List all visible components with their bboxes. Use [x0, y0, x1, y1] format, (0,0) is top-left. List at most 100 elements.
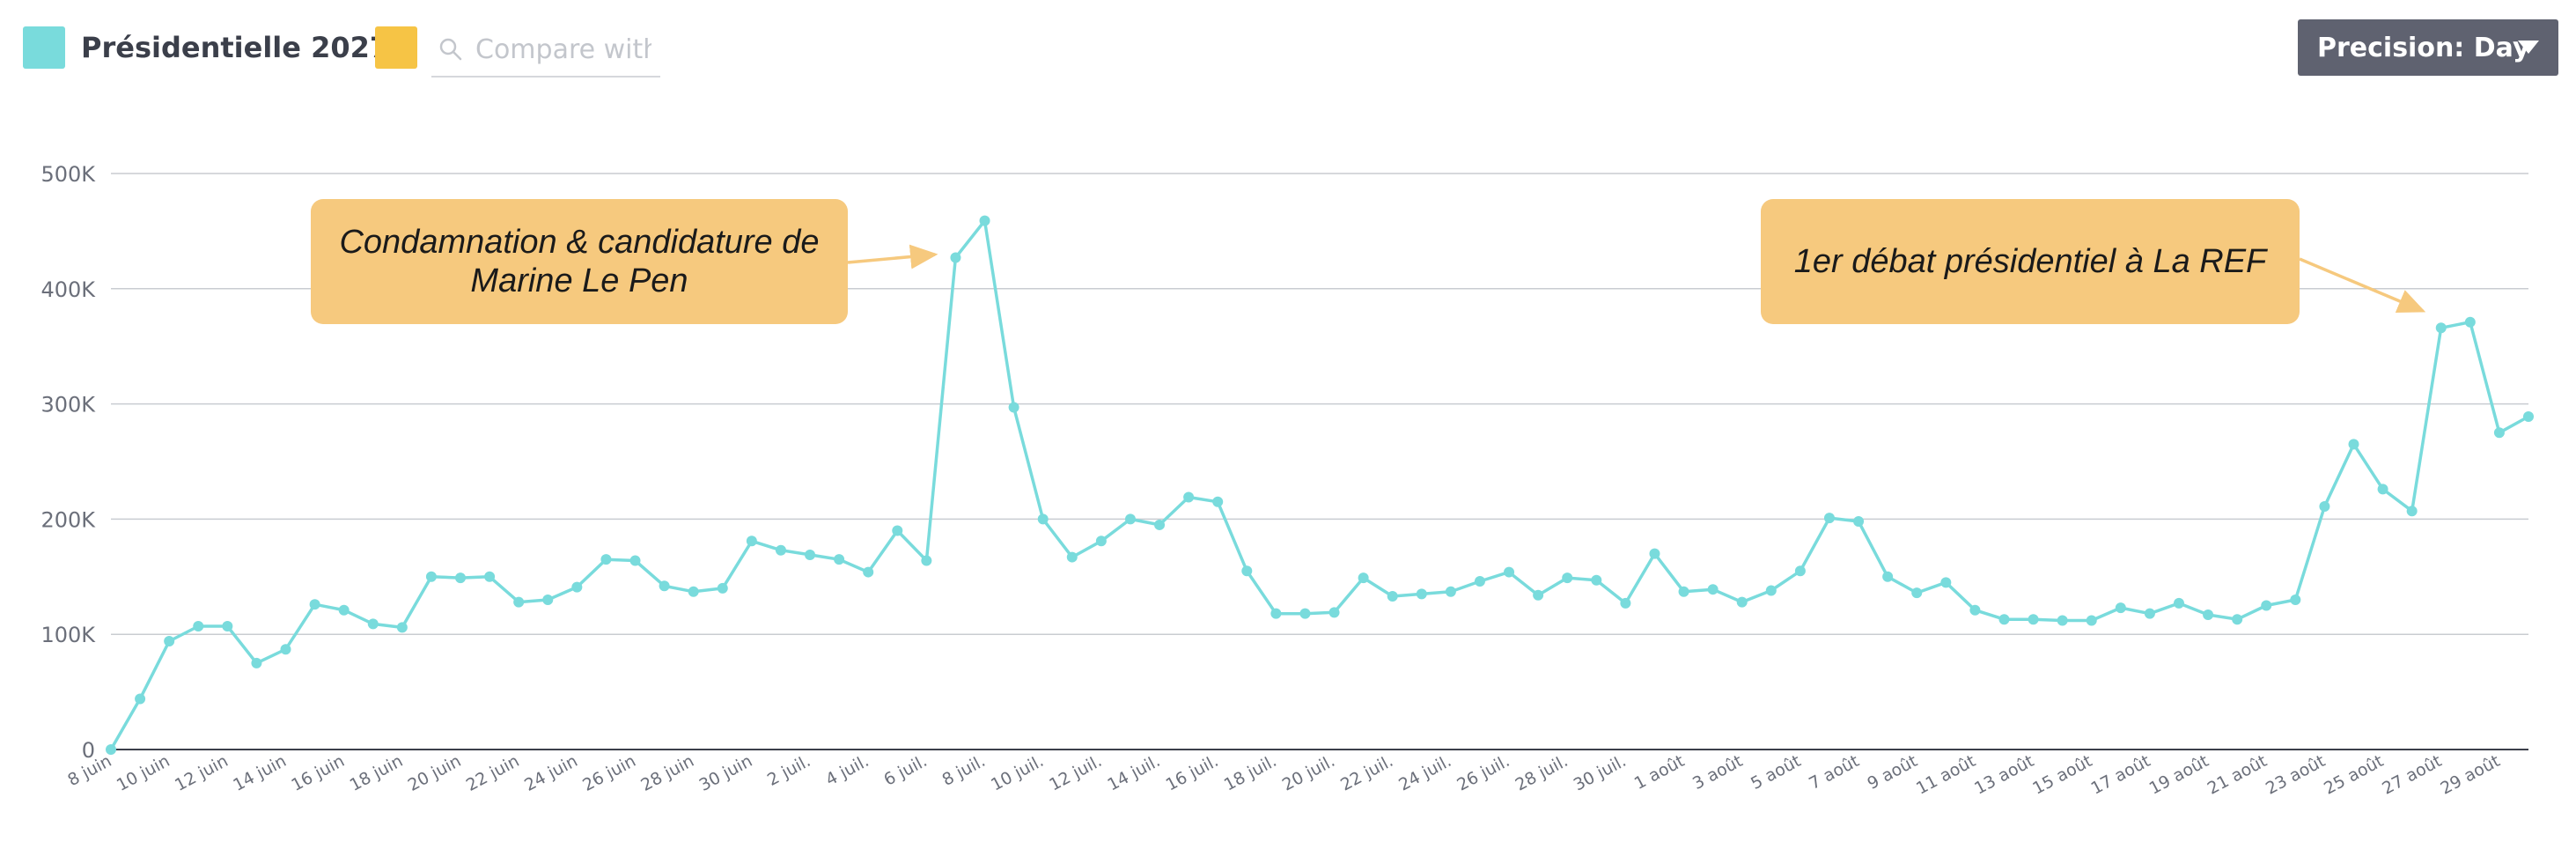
x-tick-label: 8 juil.: [939, 751, 989, 790]
x-tick-label: 20 juin: [405, 751, 465, 795]
x-tick-label: 18 juin: [347, 751, 407, 795]
data-point: [2523, 410, 2534, 422]
data-point: [659, 580, 670, 592]
data-point: [2232, 614, 2243, 625]
data-point: [717, 582, 728, 594]
x-tick-label: 2 juil.: [764, 751, 813, 790]
data-point: [1533, 589, 1544, 601]
data-point: [280, 644, 291, 655]
data-point: [1124, 513, 1136, 525]
data-point: [396, 622, 408, 633]
data-point: [805, 549, 816, 560]
data-point: [863, 566, 874, 578]
y-tick-label: 100K: [40, 623, 96, 647]
data-point: [1066, 551, 1078, 563]
annotation-arrow: [847, 244, 938, 270]
data-point: [2261, 600, 2272, 611]
data-point: [2406, 506, 2418, 517]
x-tick-label: 14 juil.: [1104, 751, 1163, 795]
data-point: [1882, 571, 1894, 582]
data-point: [484, 571, 496, 582]
annotation-condamnation: Condamnation & candidature de Marine Le …: [311, 199, 848, 324]
data-point: [688, 586, 699, 597]
x-tick-label: 23 août: [2263, 751, 2329, 799]
compare-input[interactable]: [475, 32, 651, 67]
data-point: [892, 525, 903, 536]
data-point: [542, 594, 554, 605]
x-tick-label: 29 août: [2437, 751, 2503, 799]
search-icon: [439, 38, 462, 61]
data-point: [1940, 577, 1952, 588]
x-tick-label: 26 juil.: [1454, 751, 1512, 795]
data-point: [2348, 439, 2359, 450]
data-point: [2435, 322, 2447, 334]
x-tick-label: 10 juin: [114, 751, 173, 795]
data-point: [251, 657, 262, 668]
data-point: [1998, 614, 2010, 625]
x-tick-label: 19 août: [2146, 751, 2212, 799]
data-point: [1911, 587, 1923, 599]
x-tick-label: 13 août: [1971, 751, 2037, 799]
data-point: [1387, 591, 1398, 602]
data-point: [513, 596, 525, 608]
x-tick-label: 22 juil.: [1337, 751, 1396, 795]
data-point: [1241, 565, 1253, 577]
x-tick-label: 15 août: [2029, 751, 2095, 799]
precision-label: Precision: Day: [2317, 32, 2530, 63]
x-tick-label: 21 août: [2204, 751, 2271, 799]
data-point: [1504, 566, 1515, 578]
data-point: [1270, 608, 1282, 619]
data-point: [164, 636, 175, 647]
y-tick-label: 400K: [40, 277, 96, 302]
compare-search[interactable]: [431, 25, 660, 78]
data-point: [1328, 607, 1340, 618]
x-tick-label: 26 juin: [579, 751, 639, 795]
data-point: [834, 554, 845, 565]
x-tick-label: 7 août: [1806, 751, 1862, 794]
data-point: [629, 555, 641, 566]
compare-color-swatch[interactable]: [375, 26, 417, 69]
data-point: [1765, 585, 1777, 596]
chevron-down-icon: [2518, 41, 2539, 54]
data-point: [367, 618, 379, 630]
data-point: [1562, 572, 1573, 584]
data-point: [455, 572, 467, 584]
x-tick-label: 28 juin: [637, 751, 697, 795]
x-tick-label: 1 août: [1631, 751, 1688, 794]
x-tick-label: 18 juil.: [1221, 751, 1280, 795]
legend-compare[interactable]: [375, 26, 417, 69]
data-point: [1678, 586, 1689, 597]
x-tick-label: 6 juil.: [880, 751, 930, 790]
y-tick-label: 300K: [40, 393, 96, 417]
y-tick-label: 200K: [40, 507, 96, 532]
y-tick-label: 0: [82, 738, 95, 763]
data-point: [2290, 594, 2301, 605]
data-point: [1969, 604, 1981, 616]
data-point: [193, 621, 204, 632]
data-point: [2028, 614, 2039, 625]
legend-series[interactable]: Présidentielle 2027: [23, 26, 389, 69]
series-color-swatch[interactable]: [23, 26, 65, 69]
data-point: [1794, 565, 1806, 577]
x-tick-label: 10 juil.: [988, 751, 1047, 795]
data-point: [1474, 576, 1485, 587]
x-tick-label: 16 juil.: [1163, 751, 1222, 795]
data-point: [2144, 608, 2155, 619]
x-tick-label: 24 juil.: [1395, 751, 1454, 795]
x-tick-label: 9 août: [1864, 751, 1920, 794]
data-point: [950, 252, 961, 263]
data-point: [1736, 596, 1748, 608]
data-point: [1358, 572, 1369, 584]
data-point: [1416, 588, 1427, 600]
chart-toolbar: Présidentielle 2027 Precision: Day: [0, 0, 2576, 97]
data-point: [2493, 427, 2505, 439]
data-point: [135, 693, 146, 705]
data-point: [775, 544, 786, 556]
x-tick-label: 14 juin: [230, 751, 290, 795]
data-point: [1299, 608, 1311, 619]
data-point: [979, 215, 990, 226]
precision-dropdown[interactable]: Precision: Day: [2298, 19, 2558, 76]
data-point: [2319, 501, 2330, 513]
